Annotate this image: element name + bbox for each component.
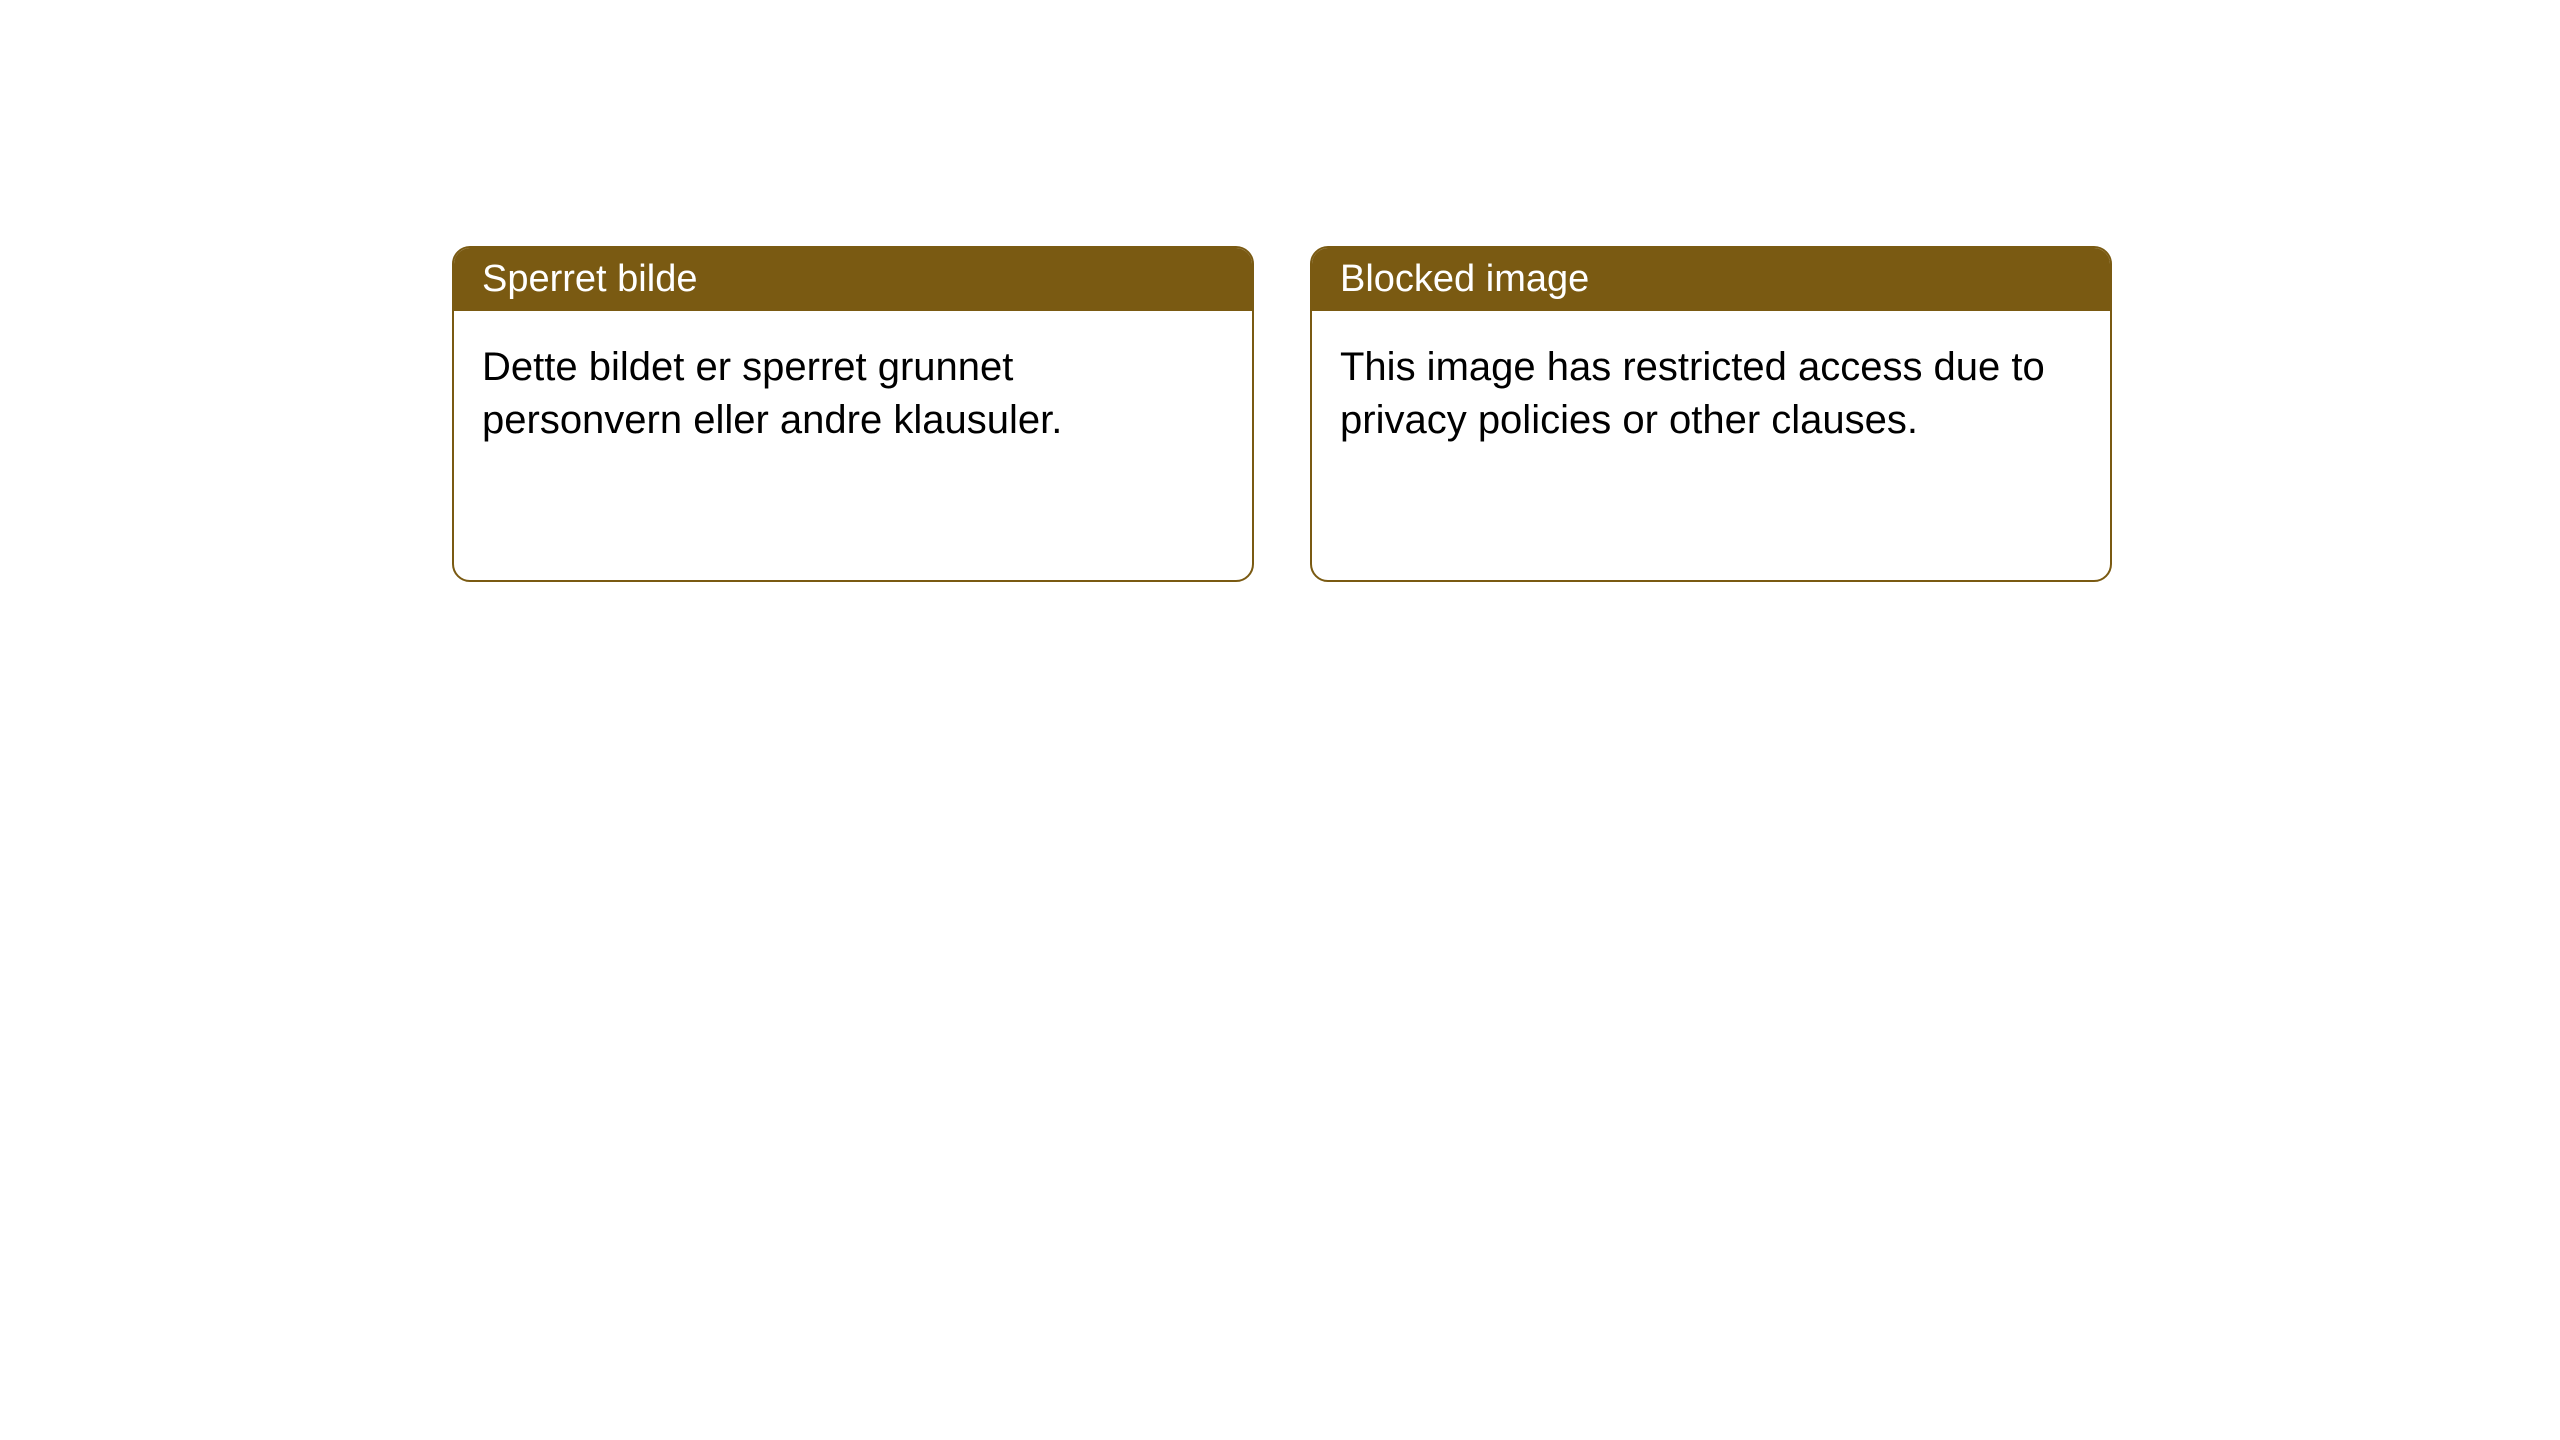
card-title: Blocked image (1312, 248, 2110, 311)
card-body-text: Dette bildet er sperret grunnet personve… (454, 311, 1252, 477)
card-body-text: This image has restricted access due to … (1312, 311, 2110, 477)
notice-cards-container: Sperret bilde Dette bildet er sperret gr… (452, 246, 2112, 582)
notice-card-norwegian: Sperret bilde Dette bildet er sperret gr… (452, 246, 1254, 582)
notice-card-english: Blocked image This image has restricted … (1310, 246, 2112, 582)
card-title: Sperret bilde (454, 248, 1252, 311)
